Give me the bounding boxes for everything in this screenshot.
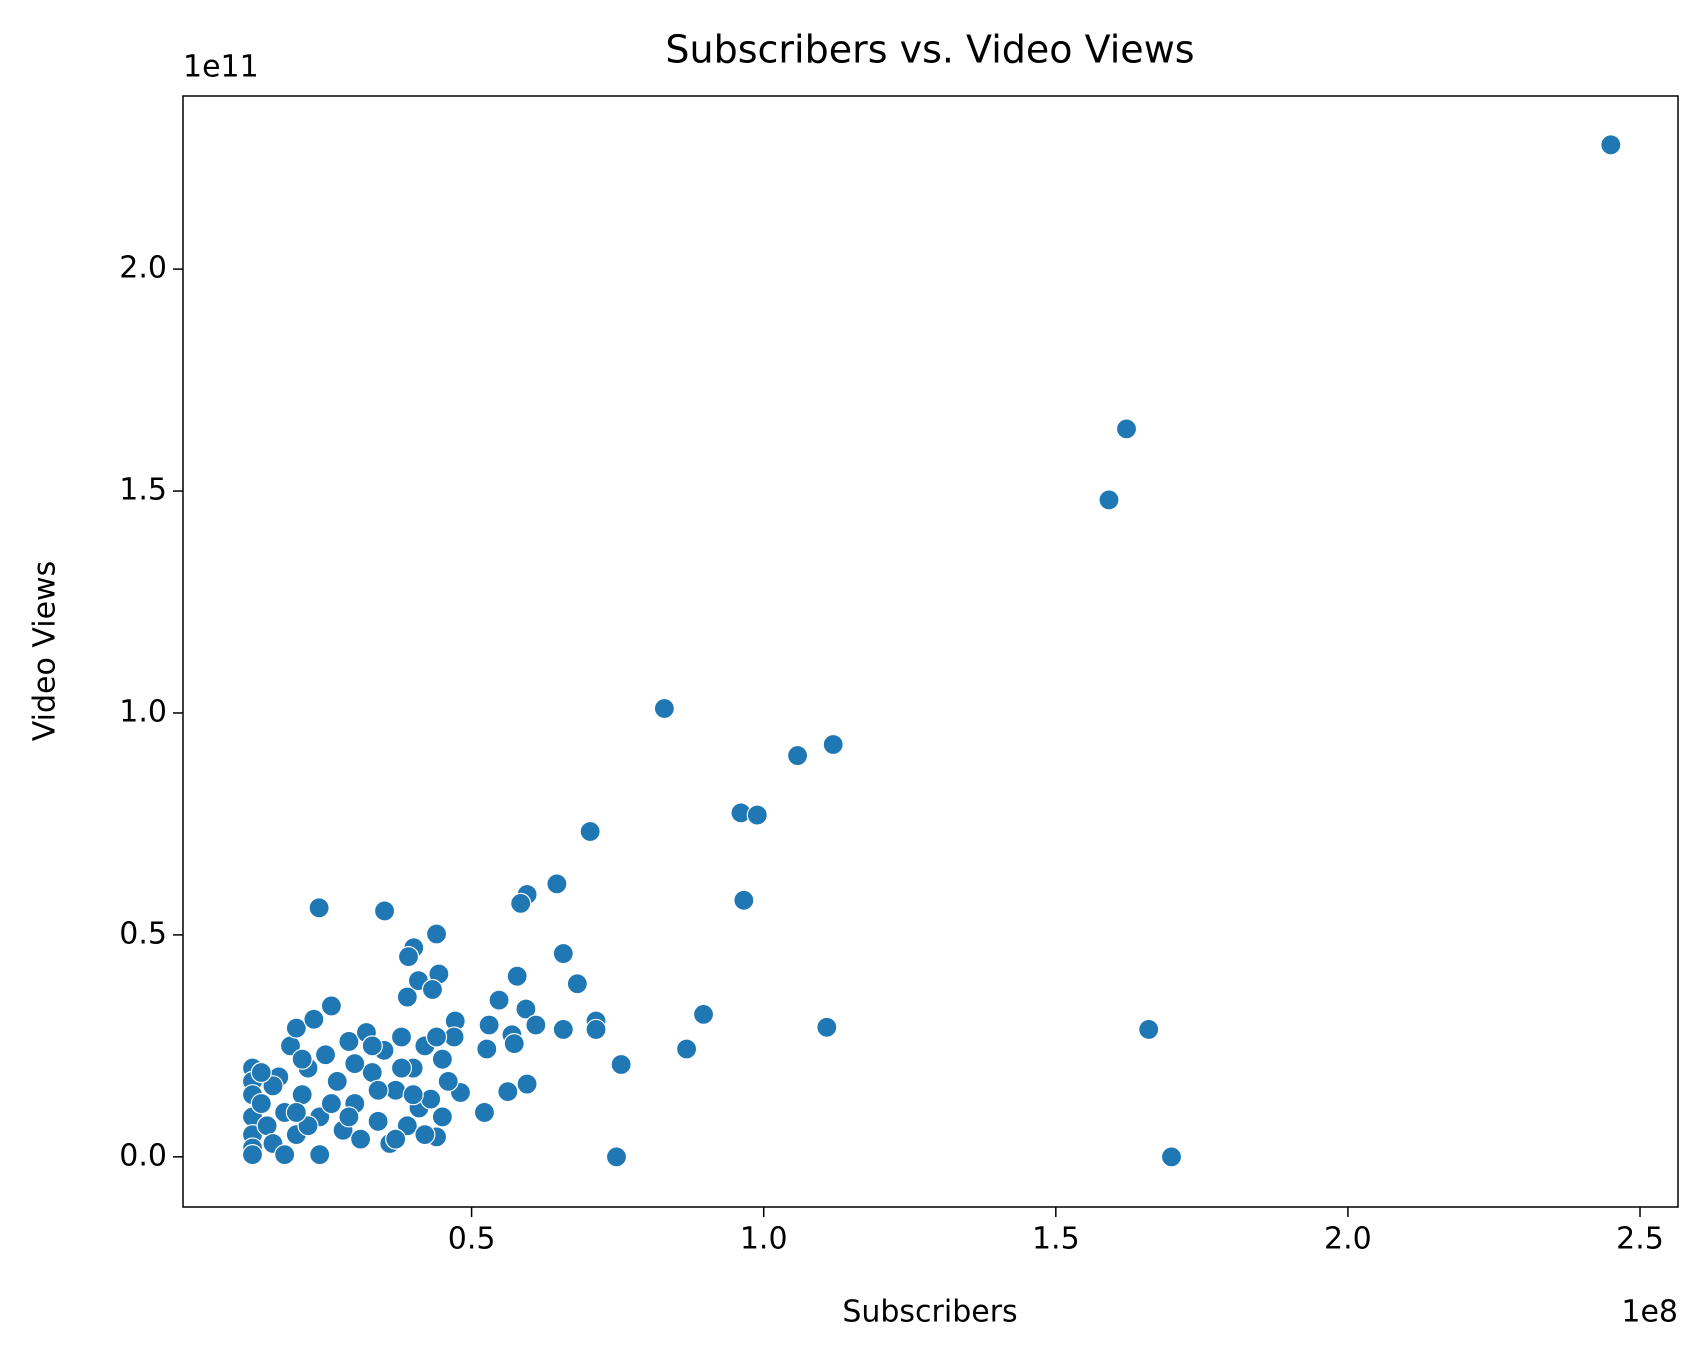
point — [605, 1146, 628, 1168]
point — [344, 1053, 366, 1075]
point — [262, 1075, 284, 1097]
point — [390, 1057, 413, 1079]
point — [314, 1044, 337, 1066]
point — [515, 998, 537, 1020]
point — [373, 900, 396, 922]
point — [241, 1144, 264, 1166]
point — [320, 995, 342, 1017]
point — [350, 1128, 372, 1150]
point — [396, 986, 418, 1008]
point — [367, 1079, 389, 1101]
point — [361, 1061, 383, 1084]
point — [1600, 134, 1622, 156]
point — [437, 1070, 459, 1092]
point — [291, 1048, 313, 1070]
point — [692, 1003, 715, 1025]
point — [285, 1017, 307, 1039]
y-offset-label: 1e11 — [183, 50, 259, 85]
x-offset-label: 1e8 — [1621, 1295, 1678, 1330]
point — [425, 1026, 448, 1048]
point — [653, 697, 675, 720]
point — [506, 965, 528, 987]
point — [326, 1070, 348, 1092]
point — [421, 978, 444, 1001]
y-tick-label: 0.5 — [119, 916, 167, 951]
point — [510, 892, 532, 914]
point — [497, 1080, 519, 1103]
point — [786, 744, 809, 767]
x-axis-label: Subscribers — [842, 1295, 1017, 1330]
point — [1098, 489, 1120, 511]
y-tick-label: 1.5 — [119, 473, 167, 508]
point — [675, 1038, 698, 1060]
point — [402, 1084, 424, 1106]
chart-title: Subscribers vs. Video Views — [665, 28, 1194, 72]
x-tick-label: 2.5 — [1616, 1222, 1664, 1257]
point — [478, 1014, 500, 1036]
point — [746, 804, 768, 826]
point — [425, 923, 448, 945]
x-tick-label: 0.5 — [448, 1222, 496, 1257]
point — [297, 1115, 319, 1137]
point — [431, 1048, 453, 1070]
point — [250, 1061, 272, 1084]
point — [1160, 1146, 1183, 1168]
point — [308, 897, 330, 919]
point — [338, 1106, 360, 1128]
point — [552, 1018, 574, 1041]
point — [610, 1053, 632, 1076]
point — [361, 1035, 383, 1057]
point — [274, 1144, 296, 1166]
point — [1115, 418, 1138, 440]
point — [525, 1014, 547, 1036]
point — [414, 1124, 436, 1146]
point — [503, 1033, 525, 1055]
point — [822, 733, 844, 756]
plot-frame — [182, 95, 1679, 1208]
point — [303, 1008, 325, 1030]
point — [285, 1101, 307, 1124]
point — [338, 1030, 360, 1053]
point — [396, 1115, 418, 1137]
point — [250, 1092, 272, 1115]
point — [476, 1038, 498, 1060]
point — [488, 989, 510, 1011]
point — [320, 1092, 342, 1115]
point — [385, 1128, 407, 1150]
point — [1138, 1018, 1160, 1041]
point — [579, 820, 601, 843]
point — [473, 1101, 496, 1124]
point — [516, 1073, 538, 1095]
point — [309, 1144, 331, 1166]
point — [585, 1018, 607, 1041]
point — [367, 1110, 389, 1132]
y-axis-label: Video Views — [28, 561, 63, 741]
y-tick-label: 2.0 — [119, 251, 167, 286]
x-tick-label: 1.5 — [1032, 1222, 1080, 1257]
point — [256, 1115, 278, 1137]
point — [546, 873, 568, 895]
x-tick-label: 2.0 — [1324, 1222, 1372, 1257]
x-tick-label: 1.0 — [740, 1222, 788, 1257]
point — [431, 1106, 453, 1128]
point — [397, 946, 420, 968]
point — [552, 942, 574, 965]
point — [420, 1088, 442, 1110]
point — [566, 973, 588, 995]
y-tick-label: 0.0 — [119, 1138, 167, 1173]
point — [816, 1016, 838, 1038]
y-tick-label: 1.0 — [119, 694, 167, 729]
point — [733, 889, 755, 911]
point — [390, 1026, 413, 1048]
point — [291, 1084, 313, 1106]
